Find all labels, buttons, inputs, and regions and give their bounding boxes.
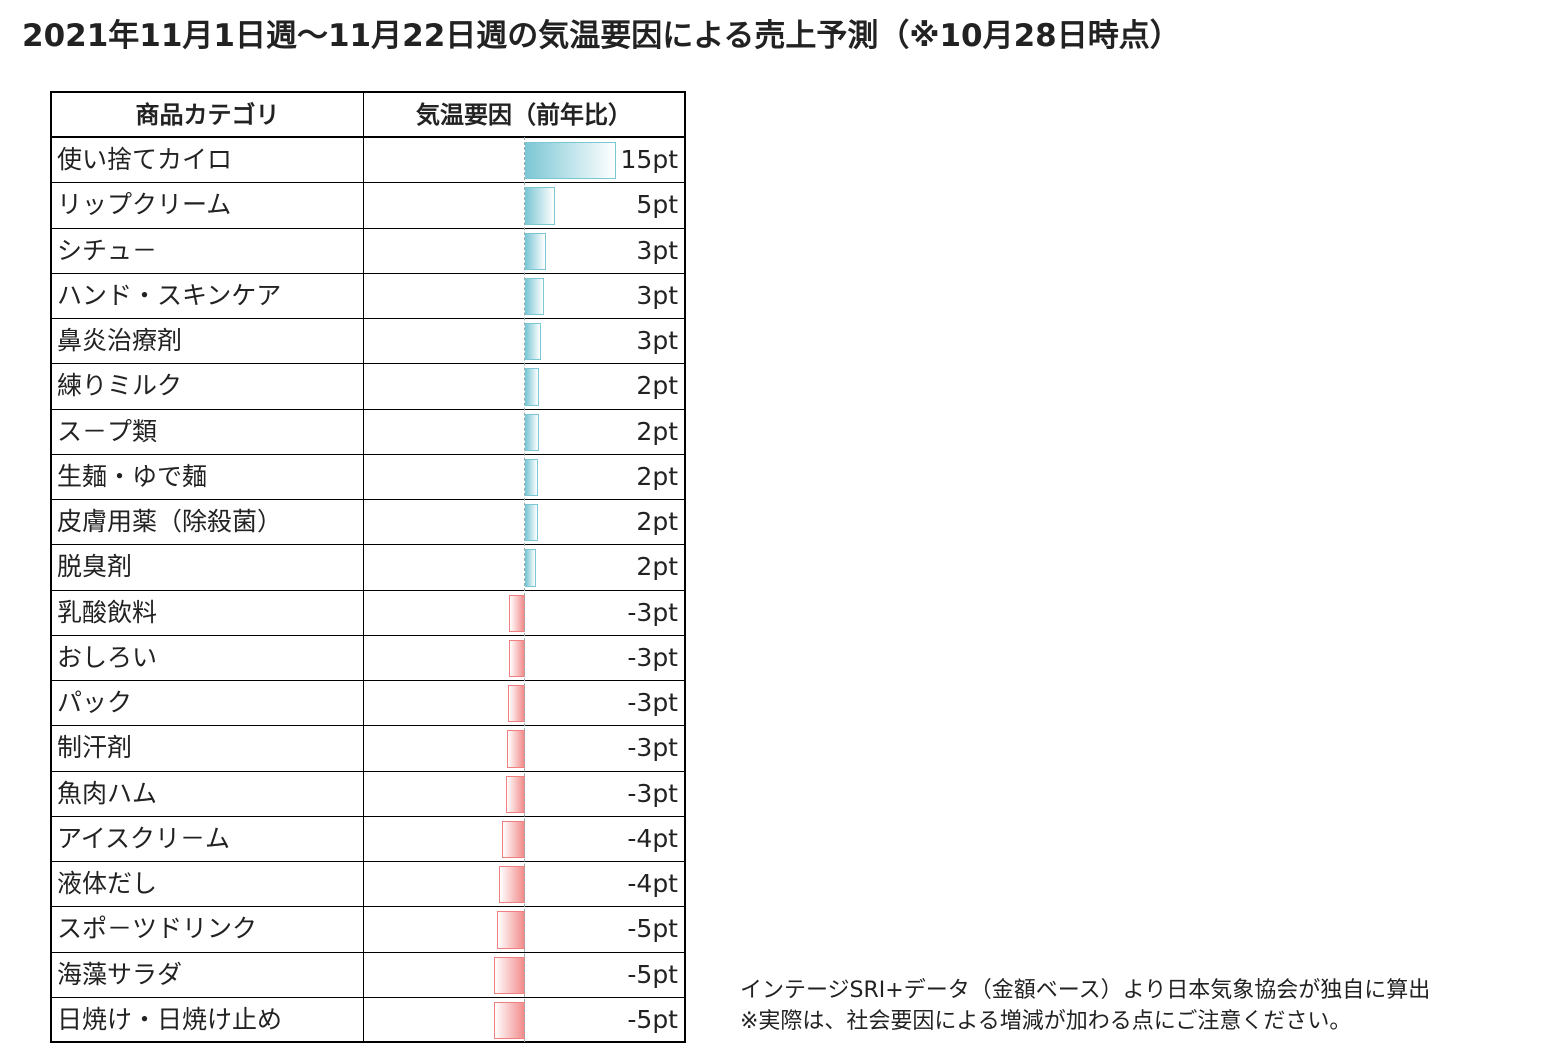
- data-bar: [494, 1001, 525, 1039]
- zero-line: [524, 137, 525, 1042]
- category-cell: おしろい: [50, 634, 364, 681]
- category-cell: 海藻サラダ: [50, 951, 364, 998]
- category-cell: 皮膚用薬（除殺菌）: [50, 499, 364, 546]
- data-bar: [525, 277, 544, 315]
- category-cell: リップクリーム: [50, 182, 364, 229]
- data-bar: [525, 323, 541, 361]
- data-bar: [525, 232, 546, 270]
- value-label: -3pt: [627, 688, 678, 717]
- value-label: 2pt: [636, 552, 678, 582]
- category-cell: 制汗剤: [50, 725, 364, 772]
- category-cell: 鼻炎治療剤: [50, 318, 364, 365]
- value-label: 15pt: [620, 145, 678, 174]
- data-bar: [509, 639, 525, 677]
- data-bar: [525, 413, 539, 451]
- data-bar: [525, 549, 536, 587]
- data-bar: [525, 458, 538, 496]
- value-label: 3pt: [636, 235, 678, 265]
- value-label: -5pt: [627, 914, 678, 944]
- value-label: -5pt: [627, 1004, 678, 1034]
- category-cell: シチュ－: [50, 227, 364, 274]
- value-label: 2pt: [636, 416, 678, 446]
- data-bar: [506, 775, 525, 813]
- value-label: -5pt: [627, 959, 678, 989]
- value-label: -3pt: [627, 642, 678, 672]
- value-label: -4pt: [627, 869, 678, 898]
- category-cell: 使い捨てカイロ: [50, 137, 364, 184]
- category-cell: スポ－ツドリンク: [50, 906, 364, 953]
- value-label: -3pt: [627, 733, 678, 763]
- data-bar: [525, 187, 555, 225]
- category-cell: パック: [50, 680, 364, 727]
- footnote: ※実際は、社会要因による増減が加わる点にご注意ください。: [740, 1009, 1352, 1034]
- category-cell: 生麺・ゆで麺: [50, 453, 364, 500]
- value-label: 2pt: [636, 461, 678, 491]
- value-label: -3pt: [627, 778, 678, 808]
- value-label: 3pt: [636, 280, 678, 310]
- header-cell: 商品カテゴリ: [50, 91, 364, 137]
- category-cell: 練りミルク: [50, 363, 364, 410]
- value-label: 2pt: [636, 371, 678, 401]
- data-bar: [508, 685, 525, 723]
- data-bar: [525, 504, 538, 542]
- data-bar: [498, 866, 525, 904]
- value-label: 5pt: [636, 190, 678, 220]
- data-bar: [501, 820, 525, 858]
- category-cell: 脱臭剤: [50, 544, 364, 591]
- footnote: インテージSRI+データ（金額ベース）より日本気象協会が独自に算出: [740, 978, 1431, 1003]
- category-cell: アイスクリ－ム: [50, 815, 364, 862]
- data-bar: [525, 142, 617, 180]
- value-label: 2pt: [636, 507, 678, 536]
- category-cell: ス－プ類: [50, 408, 364, 455]
- data-bar: [494, 956, 525, 994]
- category-cell: 日焼け・日焼け止め: [50, 996, 364, 1043]
- value-label: -4pt: [627, 823, 678, 853]
- data-bar: [506, 730, 525, 768]
- value-label: -3pt: [627, 597, 678, 627]
- value-label: 3pt: [636, 326, 678, 355]
- category-cell: ハンド・スキンケア: [50, 272, 364, 319]
- title: 2021年11月1日週～11月22日週の気温要因による売上予測（※10月28日時…: [22, 18, 1181, 54]
- category-cell: 乳酸飲料: [50, 589, 364, 636]
- data-bar: [509, 594, 525, 632]
- data-bar: [525, 368, 539, 406]
- header-cell: 気温要因（前年比）: [363, 91, 686, 137]
- data-bar: [497, 911, 525, 949]
- category-cell: 液体だし: [50, 861, 364, 908]
- category-cell: 魚肉ハム: [50, 770, 364, 817]
